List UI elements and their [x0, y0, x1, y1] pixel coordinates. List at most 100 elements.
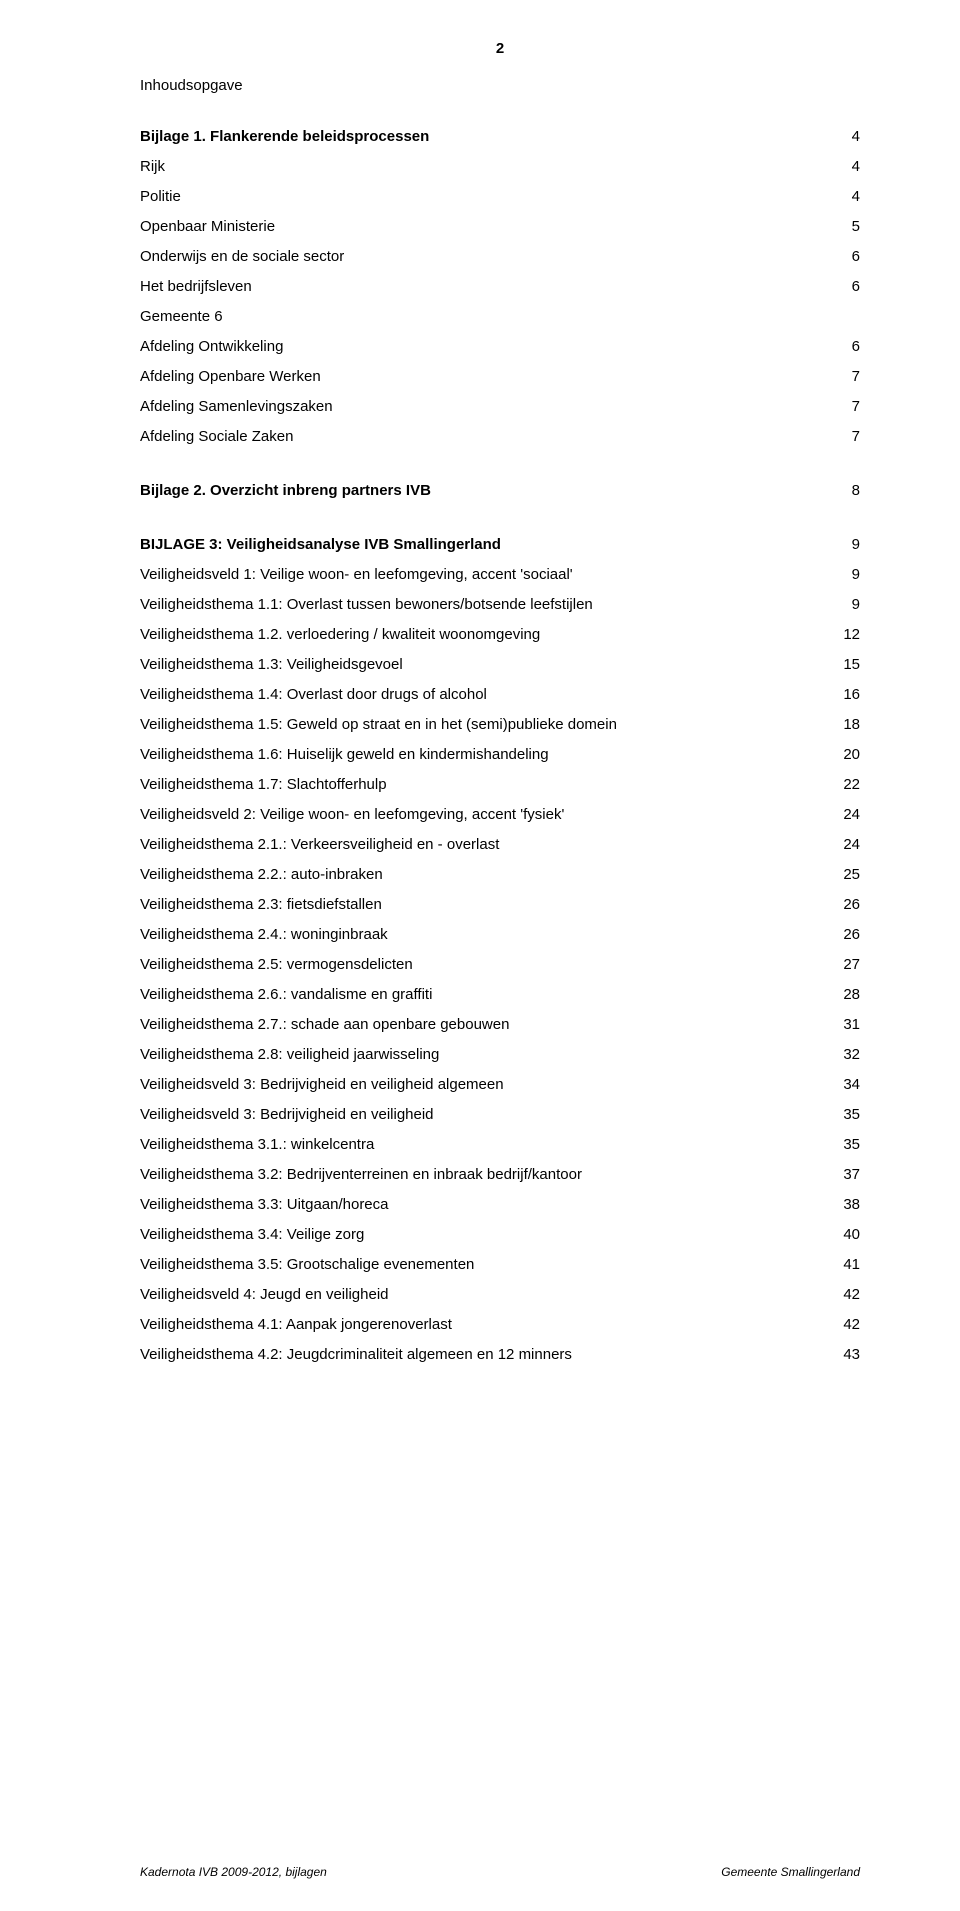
toc-entry-label: Onderwijs en de sociale sector — [140, 242, 820, 272]
toc-entry-page: 4 — [820, 152, 860, 182]
toc-line: Veiligheidsthema 1.6: Huiselijk geweld e… — [140, 740, 860, 770]
toc-line: Veiligheidsveld 1: Veilige woon- en leef… — [140, 560, 860, 590]
toc-section-title: Bijlage 1. Flankerende beleidsprocessen — [140, 122, 820, 152]
toc-line: Onderwijs en de sociale sector6 — [140, 242, 860, 272]
toc-entry-label: Veiligheidsthema 2.8: veiligheid jaarwis… — [140, 1040, 820, 1070]
toc-entry-page: 32 — [820, 1040, 860, 1070]
toc-entry-label: Veiligheidsveld 3: Bedrijvigheid en veil… — [140, 1100, 820, 1130]
toc-line: Veiligheidsthema 2.4.: woninginbraak26 — [140, 920, 860, 950]
toc-entry-page: 38 — [820, 1190, 860, 1220]
toc-entry-page: 34 — [820, 1070, 860, 1100]
toc-entry-page: 42 — [820, 1280, 860, 1310]
toc-entry-label: Het bedrijfsleven — [140, 272, 820, 302]
toc-entry-label: Afdeling Sociale Zaken — [140, 422, 820, 452]
toc-line: Afdeling Sociale Zaken7 — [140, 422, 860, 452]
toc-entry-page: 9 — [820, 560, 860, 590]
toc-line: Veiligheidsthema 3.3: Uitgaan/horeca38 — [140, 1190, 860, 1220]
toc-entry-label: Veiligheidsthema 3.1.: winkelcentra — [140, 1130, 820, 1160]
toc-entry-label: Veiligheidsthema 2.2.: auto-inbraken — [140, 860, 820, 890]
toc-entry-page: 28 — [820, 980, 860, 1010]
footer-right: Gemeente Smallingerland — [721, 1865, 860, 1879]
toc-line: Veiligheidsveld 3: Bedrijvigheid en veil… — [140, 1100, 860, 1130]
toc-entry-label: Veiligheidsthema 3.3: Uitgaan/horeca — [140, 1190, 820, 1220]
toc-heading: Inhoudsopgave — [140, 77, 860, 94]
toc-entry-page: 40 — [820, 1220, 860, 1250]
toc-line: Veiligheidsveld 2: Veilige woon- en leef… — [140, 800, 860, 830]
toc-entry-page: 26 — [820, 890, 860, 920]
toc-line: Veiligheidsthema 2.5: vermogensdelicten2… — [140, 950, 860, 980]
toc-line: Veiligheidsthema 3.4: Veilige zorg40 — [140, 1220, 860, 1250]
toc-entry-label: Veiligheidsthema 2.3: fietsdiefstallen — [140, 890, 820, 920]
toc-line: Veiligheidsthema 1.5: Geweld op straat e… — [140, 710, 860, 740]
toc-entry-page: 4 — [820, 182, 860, 212]
toc-entry-label: Rijk — [140, 152, 820, 182]
toc-entry-label: Veiligheidsveld 3: Bedrijvigheid en veil… — [140, 1070, 820, 1100]
toc-line: Openbaar Ministerie5 — [140, 212, 860, 242]
toc-entry-page: 35 — [820, 1130, 860, 1160]
toc-entry-label: Veiligheidsthema 2.6.: vandalisme en gra… — [140, 980, 820, 1010]
toc-section-title: BIJLAGE 3: Veiligheidsanalyse IVB Smalli… — [140, 530, 820, 560]
toc-entry-page: 22 — [820, 770, 860, 800]
toc-line: Veiligheidsthema 2.3: fietsdiefstallen26 — [140, 890, 860, 920]
toc-entry-label: Veiligheidsthema 2.4.: woninginbraak — [140, 920, 820, 950]
toc-entry-page: 42 — [820, 1310, 860, 1340]
toc-entry-page: 6 — [820, 332, 860, 362]
toc-line: Veiligheidsthema 3.2: Bedrijventerreinen… — [140, 1160, 860, 1190]
toc-line: Bijlage 1. Flankerende beleidsprocessen4 — [140, 122, 860, 152]
toc-line: Veiligheidsthema 2.1.: Verkeersveilighei… — [140, 830, 860, 860]
toc-entry-label: Veiligheidsveld 2: Veilige woon- en leef… — [140, 800, 820, 830]
toc-entry-page: 25 — [820, 860, 860, 890]
toc-entry-label: Veiligheidsthema 4.2: Jeugdcriminaliteit… — [140, 1340, 820, 1370]
toc-line: Rijk4 — [140, 152, 860, 182]
toc-entry-label: Afdeling Ontwikkeling — [140, 332, 820, 362]
toc-line: Veiligheidsthema 2.6.: vandalisme en gra… — [140, 980, 860, 1010]
toc-entry-label: Veiligheidsveld 1: Veilige woon- en leef… — [140, 560, 820, 590]
toc-entry-page: 15 — [820, 650, 860, 680]
toc-line: Veiligheidsthema 1.1: Overlast tussen be… — [140, 590, 860, 620]
toc-entry-label: Veiligheidsthema 1.3: Veiligheidsgevoel — [140, 650, 820, 680]
toc-entry-page: 20 — [820, 740, 860, 770]
toc-entry-page: 12 — [820, 620, 860, 650]
toc-entry-label: Veiligheidsthema 1.2. verloedering / kwa… — [140, 620, 820, 650]
toc-line: Veiligheidsthema 1.3: Veiligheidsgevoel1… — [140, 650, 860, 680]
toc-entry-page: 7 — [820, 392, 860, 422]
toc-entry-page: 41 — [820, 1250, 860, 1280]
toc-entry-label: Veiligheidsthema 4.1: Aanpak jongerenove… — [140, 1310, 820, 1340]
toc-entry-label: Veiligheidsthema 2.1.: Verkeersveilighei… — [140, 830, 820, 860]
toc-line: Het bedrijfsleven6 — [140, 272, 860, 302]
toc-entry-page: 9 — [820, 530, 860, 560]
toc-entry-page: 4 — [820, 122, 860, 152]
toc-section-title: Bijlage 2. Overzicht inbreng partners IV… — [140, 476, 820, 506]
toc-entry-page: 8 — [820, 476, 860, 506]
toc-line: Afdeling Ontwikkeling6 — [140, 332, 860, 362]
toc-line: Veiligheidsthema 2.2.: auto-inbraken25 — [140, 860, 860, 890]
toc-entry-label: Afdeling Samenlevingszaken — [140, 392, 820, 422]
page-footer: Kadernota IVB 2009-2012, bijlagen Gemeen… — [140, 1865, 860, 1879]
toc-line: Veiligheidsthema 4.1: Aanpak jongerenove… — [140, 1310, 860, 1340]
toc-entry-label: Veiligheidsthema 3.4: Veilige zorg — [140, 1220, 820, 1250]
toc-entry-label: Veiligheidsthema 3.5: Grootschalige even… — [140, 1250, 820, 1280]
toc-entry-page: 24 — [820, 830, 860, 860]
toc-entry-page: 31 — [820, 1010, 860, 1040]
toc-entry-page: 7 — [820, 362, 860, 392]
toc-entry-page: 6 — [820, 242, 860, 272]
toc-entry-label: Veiligheidsthema 1.4: Overlast door drug… — [140, 680, 820, 710]
toc-entry-label: Veiligheidsthema 2.7.: schade aan openba… — [140, 1010, 820, 1040]
toc-entry-label: Veiligheidsveld 4: Jeugd en veiligheid — [140, 1280, 820, 1310]
toc-line: Veiligheidsthema 3.5: Grootschalige even… — [140, 1250, 860, 1280]
toc-line: BIJLAGE 3: Veiligheidsanalyse IVB Smalli… — [140, 530, 860, 560]
section-gap — [140, 452, 860, 476]
page-number-top: 2 — [140, 40, 860, 57]
toc-line: Veiligheidsthema 1.4: Overlast door drug… — [140, 680, 860, 710]
toc-entry-page: 5 — [820, 212, 860, 242]
toc-line: Veiligheidsveld 4: Jeugd en veiligheid42 — [140, 1280, 860, 1310]
toc-line: Veiligheidsthema 1.2. verloedering / kwa… — [140, 620, 860, 650]
toc-entry-label: Veiligheidsthema 3.2: Bedrijventerreinen… — [140, 1160, 820, 1190]
toc-entry-label: Veiligheidsthema 1.6: Huiselijk geweld e… — [140, 740, 820, 770]
toc-entry-page: 26 — [820, 920, 860, 950]
footer-left: Kadernota IVB 2009-2012, bijlagen — [140, 1865, 327, 1879]
toc-line: Veiligheidsthema 2.7.: schade aan openba… — [140, 1010, 860, 1040]
toc-entry-page: 6 — [820, 272, 860, 302]
toc-entry-label: Politie — [140, 182, 820, 212]
toc-entry-label: Veiligheidsthema 1.7: Slachtofferhulp — [140, 770, 820, 800]
